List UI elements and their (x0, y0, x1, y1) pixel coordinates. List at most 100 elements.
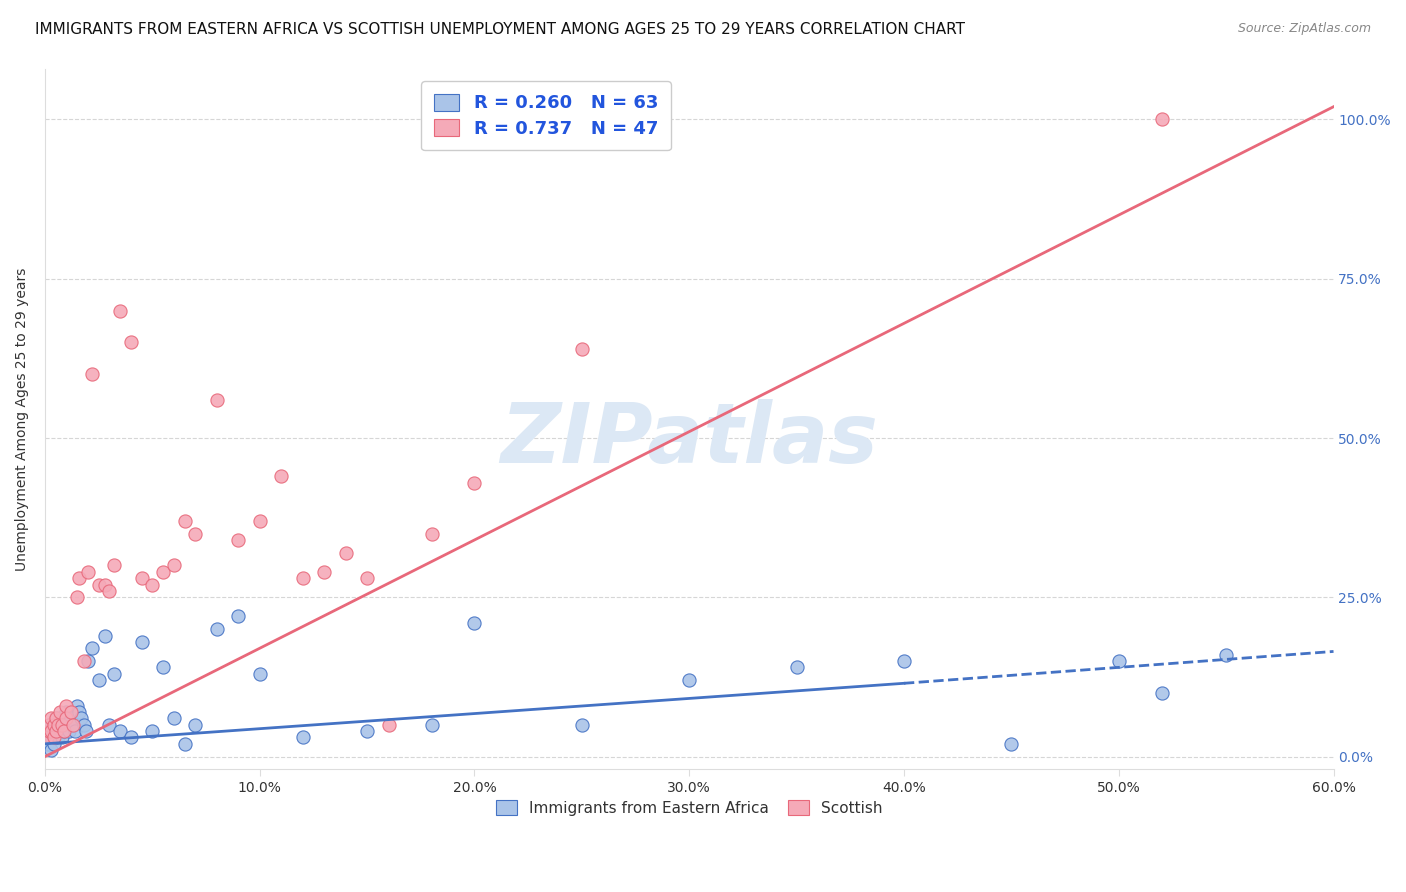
Point (82, 368, 104, 382)
Point (77, 654, 100, 668)
Point (41, 724, 63, 739)
Point (42, 731, 65, 745)
Point (82, 641, 104, 656)
Point (335, 546, 357, 560)
Point (173, 514, 195, 528)
Point (51, 717, 73, 731)
Point (249, 514, 271, 528)
Point (42, 731, 65, 745)
Point (70, 711, 93, 725)
Point (53, 724, 76, 739)
Point (42, 717, 65, 731)
Point (291, 571, 314, 585)
Point (49, 705, 72, 719)
Point (55, 705, 77, 719)
Legend: Immigrants from Eastern Africa, Scottish: Immigrants from Eastern Africa, Scottish (486, 791, 891, 825)
Point (356, 571, 378, 585)
Point (1150, 112, 1173, 127)
Point (141, 724, 163, 739)
Point (67, 705, 90, 719)
Point (420, 526, 443, 541)
Point (45, 711, 67, 725)
Point (63, 724, 86, 739)
Point (120, 731, 142, 745)
Point (184, 717, 207, 731)
Point (45, 724, 67, 739)
Point (72, 654, 94, 668)
Point (463, 615, 485, 630)
Point (51, 717, 73, 731)
Point (62, 717, 84, 731)
Point (37, 731, 59, 745)
Point (98, 717, 121, 731)
Point (66, 698, 89, 713)
Point (77, 565, 100, 579)
Point (152, 565, 174, 579)
Point (103, 558, 125, 573)
Point (72, 717, 94, 731)
Point (37, 724, 59, 739)
Point (49, 724, 72, 739)
Point (786, 660, 808, 674)
Point (249, 666, 271, 681)
Point (75, 724, 97, 739)
Point (49, 711, 72, 725)
Point (62, 717, 84, 731)
Point (893, 654, 915, 668)
Point (420, 717, 443, 731)
Point (463, 475, 485, 490)
Point (46, 724, 69, 739)
Point (678, 673, 700, 687)
Point (131, 571, 153, 585)
Point (226, 609, 249, 624)
Point (42, 717, 65, 731)
Point (45, 731, 67, 745)
Point (55, 711, 77, 725)
Point (37, 737, 59, 751)
Point (205, 622, 228, 636)
Point (38, 724, 60, 739)
Point (59, 705, 82, 719)
Point (184, 526, 207, 541)
Point (356, 724, 378, 739)
Point (131, 635, 153, 649)
Point (98, 583, 121, 598)
Point (41, 731, 63, 745)
Point (38, 717, 60, 731)
Point (58, 724, 80, 739)
Text: ZIPatlas: ZIPatlas (501, 400, 879, 481)
Point (66, 591, 89, 605)
Point (270, 469, 292, 483)
Point (94, 628, 117, 642)
Point (291, 731, 314, 745)
Text: IMMIGRANTS FROM EASTERN AFRICA VS SCOTTISH UNEMPLOYMENT AMONG AGES 25 TO 29 YEAR: IMMIGRANTS FROM EASTERN AFRICA VS SCOTTI… (35, 22, 965, 37)
Point (45, 711, 67, 725)
Point (571, 342, 593, 356)
Point (173, 737, 195, 751)
Point (46, 731, 69, 745)
Point (108, 724, 131, 739)
Point (87, 577, 110, 591)
Point (120, 335, 142, 350)
Point (46, 717, 69, 731)
Point (152, 660, 174, 674)
Point (108, 303, 131, 318)
Point (38, 717, 60, 731)
Point (67, 571, 90, 585)
Point (1108, 654, 1130, 668)
Point (41, 743, 63, 757)
Point (571, 717, 593, 731)
Point (205, 392, 228, 407)
Point (141, 577, 163, 591)
Point (45, 724, 67, 739)
Point (1150, 686, 1173, 700)
Point (103, 666, 125, 681)
Point (87, 673, 110, 687)
Point (55, 698, 77, 713)
Point (55, 717, 77, 731)
Y-axis label: Unemployment Among Ages 25 to 29 years: Unemployment Among Ages 25 to 29 years (15, 268, 30, 571)
Point (226, 533, 249, 547)
Point (94, 577, 117, 591)
Point (59, 711, 82, 725)
Point (51, 731, 73, 745)
